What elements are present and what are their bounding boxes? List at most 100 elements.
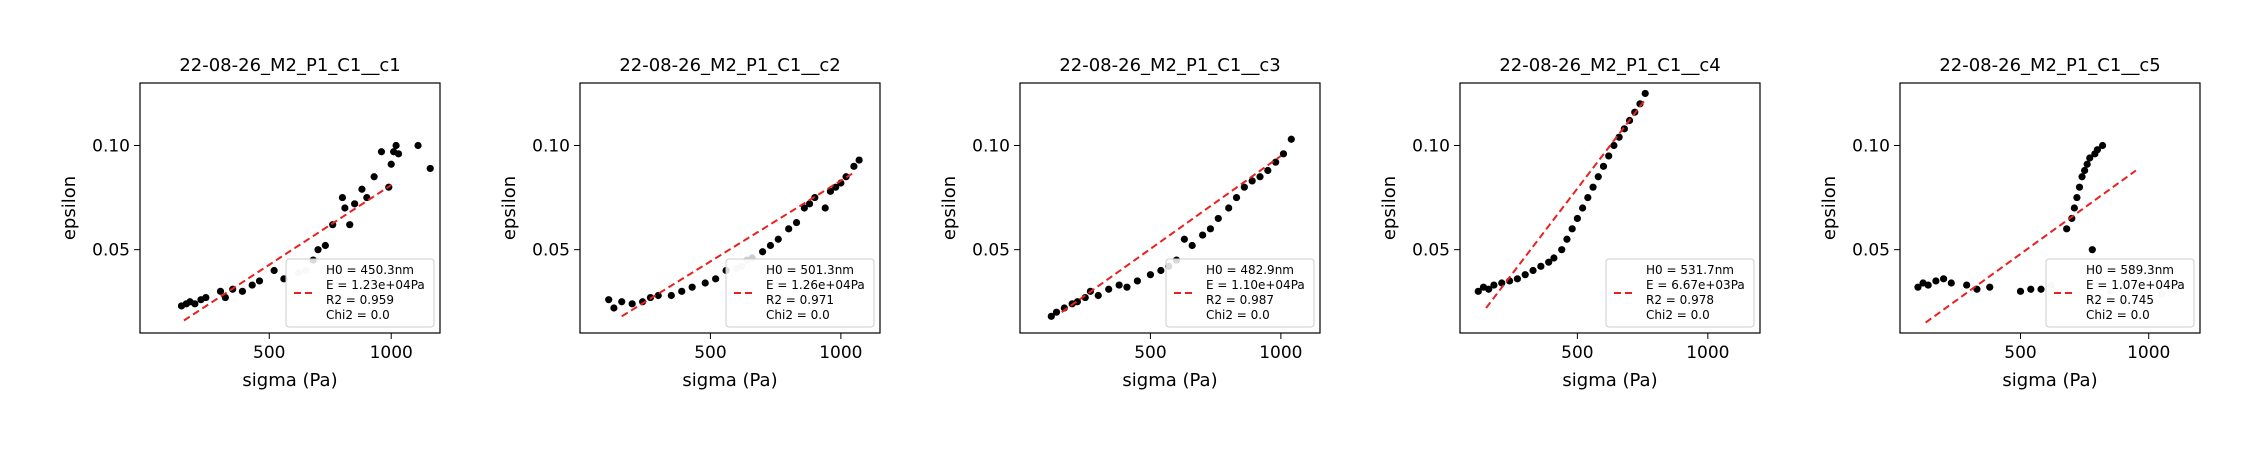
data-point	[1615, 133, 1623, 141]
data-point	[667, 291, 675, 300]
data-point	[1939, 275, 1948, 283]
data-point	[1123, 283, 1131, 291]
data-point	[426, 164, 434, 173]
data-point	[688, 283, 696, 291]
data-point	[2078, 173, 2086, 181]
plot-frame	[1899, 82, 2201, 334]
data-point	[1133, 277, 1141, 285]
chart-title: 22-08-26_M2_P1_C1__c3	[1059, 55, 1280, 76]
data-point	[238, 287, 247, 295]
x-axis-label: sigma (Pa)	[1562, 370, 1657, 391]
legend-text: H0 = 531.7nm	[1646, 263, 1734, 277]
data-point	[202, 293, 210, 302]
data-point	[392, 141, 400, 150]
data-point	[1529, 266, 1537, 275]
legend-text: E = 1.23e+04Pa	[326, 278, 425, 292]
x-tick-label: 1000	[370, 343, 413, 363]
data-point	[628, 300, 636, 308]
data-point	[1232, 193, 1241, 202]
data-point	[766, 241, 775, 250]
data-point	[1474, 287, 1482, 295]
legend-text: R2 = 0.971	[766, 293, 834, 307]
data-point	[2098, 141, 2107, 150]
data-point	[191, 300, 199, 308]
data-point	[1256, 173, 1264, 181]
plot-frame	[1459, 82, 1761, 334]
chart-title: 22-08-26_M2_P1_C1__c5	[1939, 55, 2160, 76]
data-point	[1932, 277, 1940, 285]
legend-text: E = 1.07e+04Pa	[2086, 278, 2185, 292]
data-point	[2016, 287, 2025, 295]
legend-text: H0 = 450.3nm	[326, 263, 414, 277]
x-tick-label: 500	[253, 343, 285, 363]
data-point	[821, 204, 829, 212]
data-point	[2075, 183, 2084, 191]
y-axis-label: epsilon	[1819, 176, 1840, 240]
data-point	[1563, 235, 1571, 243]
data-point	[2093, 146, 2102, 154]
legend-box	[1165, 258, 1315, 328]
plot-frame	[579, 82, 881, 334]
x-tick-label: 500	[694, 343, 726, 363]
data-point	[1199, 231, 1207, 239]
legend-text: Chi2 = 0.0	[1206, 308, 1270, 322]
legend-text: H0 = 482.9nm	[1206, 263, 1294, 277]
y-tick-label: 0.05	[1852, 241, 1890, 261]
data-point	[1287, 135, 1295, 143]
data-point	[800, 204, 808, 212]
legend-text: Chi2 = 0.0	[766, 308, 830, 322]
data-point	[1052, 308, 1061, 316]
data-point	[774, 235, 782, 243]
data-point	[341, 204, 349, 212]
legend-text: E = 1.26e+04Pa	[766, 278, 865, 292]
x-axis-label: sigma (Pa)	[1122, 370, 1217, 391]
data-point	[1180, 235, 1188, 243]
data-point	[321, 241, 329, 250]
data-point	[1272, 158, 1280, 166]
data-point	[792, 218, 801, 227]
fit-line	[1061, 155, 1282, 313]
data-point	[1206, 225, 1215, 233]
data-point	[1498, 279, 1506, 287]
legend-text: R2 = 0.987	[1206, 293, 1274, 307]
data-point	[1610, 141, 1618, 150]
data-point	[2073, 193, 2081, 202]
data-point	[1924, 281, 1932, 289]
chart-title: 22-08-26_M2_P1_C1__c2	[619, 55, 840, 76]
legend-box	[725, 258, 875, 328]
data-point	[1279, 150, 1288, 158]
data-point	[785, 225, 793, 233]
legend-text: E = 1.10e+04Pa	[1206, 278, 1305, 292]
data-point	[1599, 162, 1608, 170]
data-point	[2063, 225, 2071, 233]
data-point	[1214, 214, 1222, 223]
data-point	[255, 277, 264, 285]
chart-panel-3: 22-08-26_M2_P1_C1__c3 500 1000 0.05 0.10 sigm…	[939, 55, 1321, 391]
fit-line	[183, 184, 392, 322]
x-tick-label: 1000	[819, 343, 862, 363]
data-point	[805, 200, 814, 208]
x-tick-label: 1000	[1259, 343, 1302, 363]
data-point	[2081, 166, 2089, 175]
data-point	[850, 162, 858, 170]
data-point	[1986, 283, 1994, 291]
plot-frame	[1019, 82, 1321, 334]
data-point	[1568, 225, 1576, 233]
y-tick-label: 0.05	[972, 241, 1010, 261]
data-point	[1485, 285, 1493, 293]
data-point	[1584, 193, 1592, 202]
data-point	[712, 275, 720, 283]
data-point	[216, 287, 225, 295]
y-axis-label: epsilon	[1379, 176, 1400, 240]
y-tick-label: 0.10	[972, 137, 1010, 157]
data-point	[2088, 246, 2096, 254]
data-point	[1947, 279, 1955, 287]
data-point	[1105, 285, 1113, 293]
data-point	[1490, 281, 1498, 289]
y-axis-label: epsilon	[939, 176, 960, 240]
data-point	[346, 221, 354, 229]
data-point	[1513, 275, 1521, 283]
data-point	[678, 287, 686, 295]
data-point	[1157, 266, 1165, 275]
